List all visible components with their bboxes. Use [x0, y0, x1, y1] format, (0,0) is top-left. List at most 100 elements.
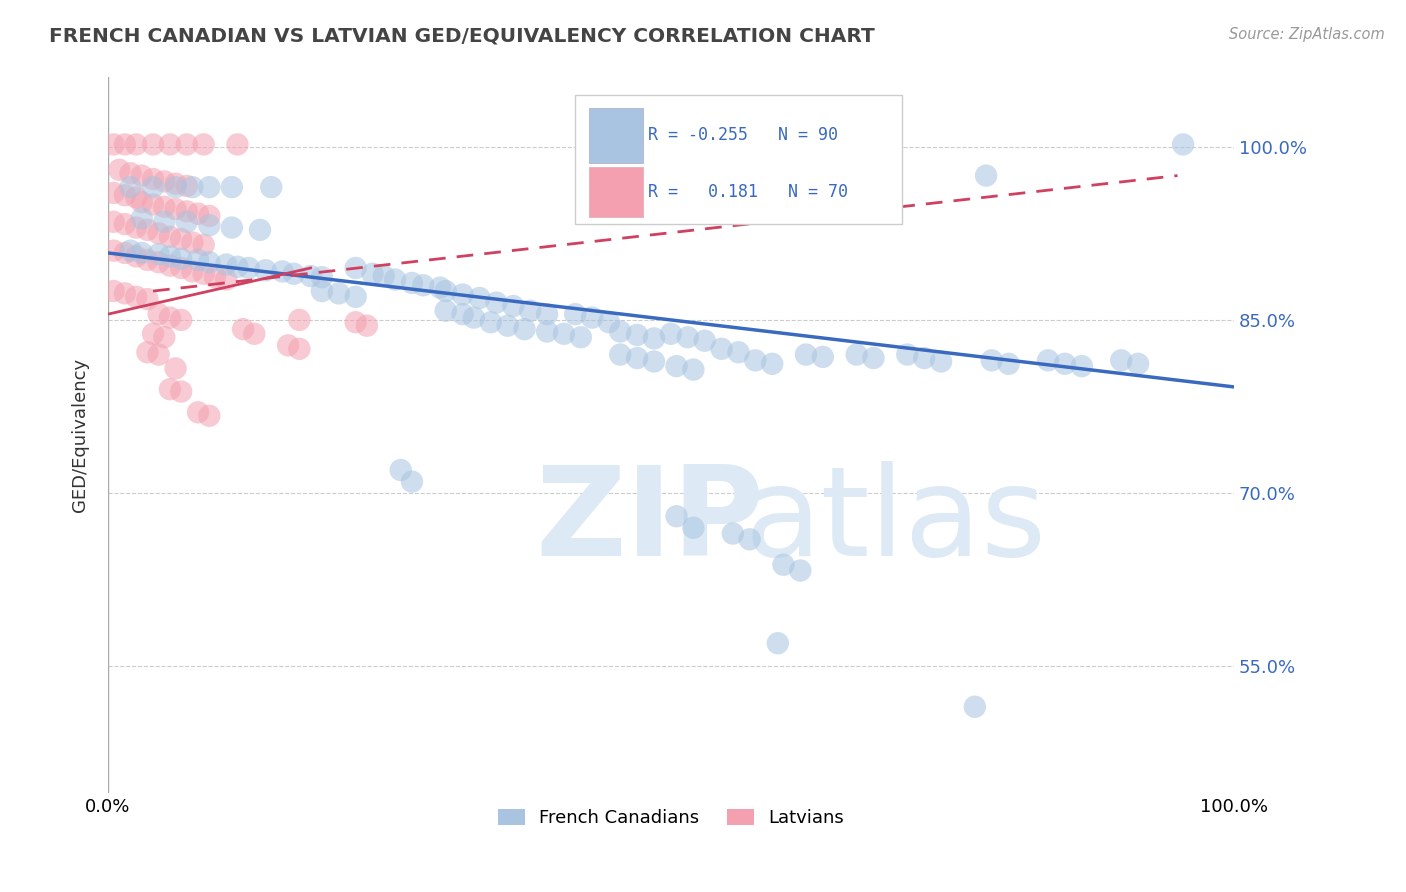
Point — [502, 299, 524, 313]
Point — [862, 351, 884, 365]
Point — [114, 246, 136, 260]
Point — [159, 310, 181, 325]
Point — [181, 180, 204, 194]
Point — [125, 249, 148, 263]
Point — [148, 307, 170, 321]
Point — [429, 280, 451, 294]
FancyBboxPatch shape — [589, 108, 643, 163]
Point — [761, 357, 783, 371]
Point — [997, 357, 1019, 371]
Point — [609, 325, 631, 339]
Point — [136, 252, 159, 267]
Point — [153, 200, 176, 214]
Point — [727, 345, 749, 359]
Point — [131, 195, 153, 210]
Point — [181, 235, 204, 250]
Point — [103, 137, 125, 152]
Point — [170, 313, 193, 327]
Point — [912, 351, 935, 365]
Point — [103, 215, 125, 229]
Point — [451, 307, 474, 321]
Point — [288, 342, 311, 356]
Point — [311, 270, 333, 285]
Point — [682, 362, 704, 376]
Point — [131, 211, 153, 226]
Point — [344, 260, 367, 275]
Point — [1053, 357, 1076, 371]
Point — [170, 384, 193, 399]
Point — [120, 180, 142, 194]
Point — [238, 260, 260, 275]
Point — [103, 186, 125, 200]
Point — [682, 521, 704, 535]
Point — [373, 268, 395, 283]
Point — [114, 137, 136, 152]
Point — [187, 405, 209, 419]
Point — [193, 238, 215, 252]
Point — [125, 290, 148, 304]
Point — [148, 227, 170, 241]
Point — [204, 270, 226, 285]
Point — [772, 558, 794, 572]
Point — [159, 259, 181, 273]
Point — [277, 338, 299, 352]
Point — [148, 347, 170, 361]
Point — [232, 322, 254, 336]
Point — [485, 295, 508, 310]
Legend: French Canadians, Latvians: French Canadians, Latvians — [491, 802, 851, 834]
Point — [710, 342, 733, 356]
Point — [496, 318, 519, 333]
Point — [114, 286, 136, 301]
Point — [356, 318, 378, 333]
Point — [344, 290, 367, 304]
Point — [226, 260, 249, 274]
Point — [142, 197, 165, 211]
Point — [659, 326, 682, 341]
Point — [766, 636, 789, 650]
Point — [131, 246, 153, 260]
Point — [120, 244, 142, 258]
Point — [564, 307, 586, 321]
Text: atlas: atlas — [744, 461, 1046, 582]
Point — [153, 174, 176, 188]
Point — [198, 219, 221, 233]
Point — [215, 258, 238, 272]
Point — [198, 180, 221, 194]
FancyBboxPatch shape — [589, 167, 643, 217]
Point — [738, 533, 761, 547]
Point — [744, 353, 766, 368]
Point — [114, 188, 136, 202]
Text: R =   0.181   N = 70: R = 0.181 N = 70 — [648, 183, 848, 201]
Text: R = -0.255   N = 90: R = -0.255 N = 90 — [648, 126, 838, 144]
Point — [221, 180, 243, 194]
Point — [845, 347, 868, 361]
Point — [114, 217, 136, 231]
Point — [676, 330, 699, 344]
Point — [148, 255, 170, 269]
Point — [401, 475, 423, 489]
Point — [643, 331, 665, 345]
Point — [536, 325, 558, 339]
Point — [159, 382, 181, 396]
Point — [479, 315, 502, 329]
FancyBboxPatch shape — [575, 95, 901, 224]
Point — [963, 699, 986, 714]
Point — [125, 137, 148, 152]
Point — [929, 354, 952, 368]
Point — [389, 463, 412, 477]
Point — [165, 361, 187, 376]
Point — [451, 287, 474, 301]
Point — [361, 267, 384, 281]
Point — [794, 347, 817, 361]
Point — [215, 272, 238, 286]
Point — [142, 172, 165, 186]
Point — [980, 353, 1002, 368]
Point — [193, 137, 215, 152]
Point — [513, 322, 536, 336]
Point — [811, 350, 834, 364]
Point — [198, 255, 221, 269]
Point — [974, 169, 997, 183]
Point — [125, 220, 148, 235]
Point — [519, 303, 541, 318]
Point — [569, 330, 592, 344]
